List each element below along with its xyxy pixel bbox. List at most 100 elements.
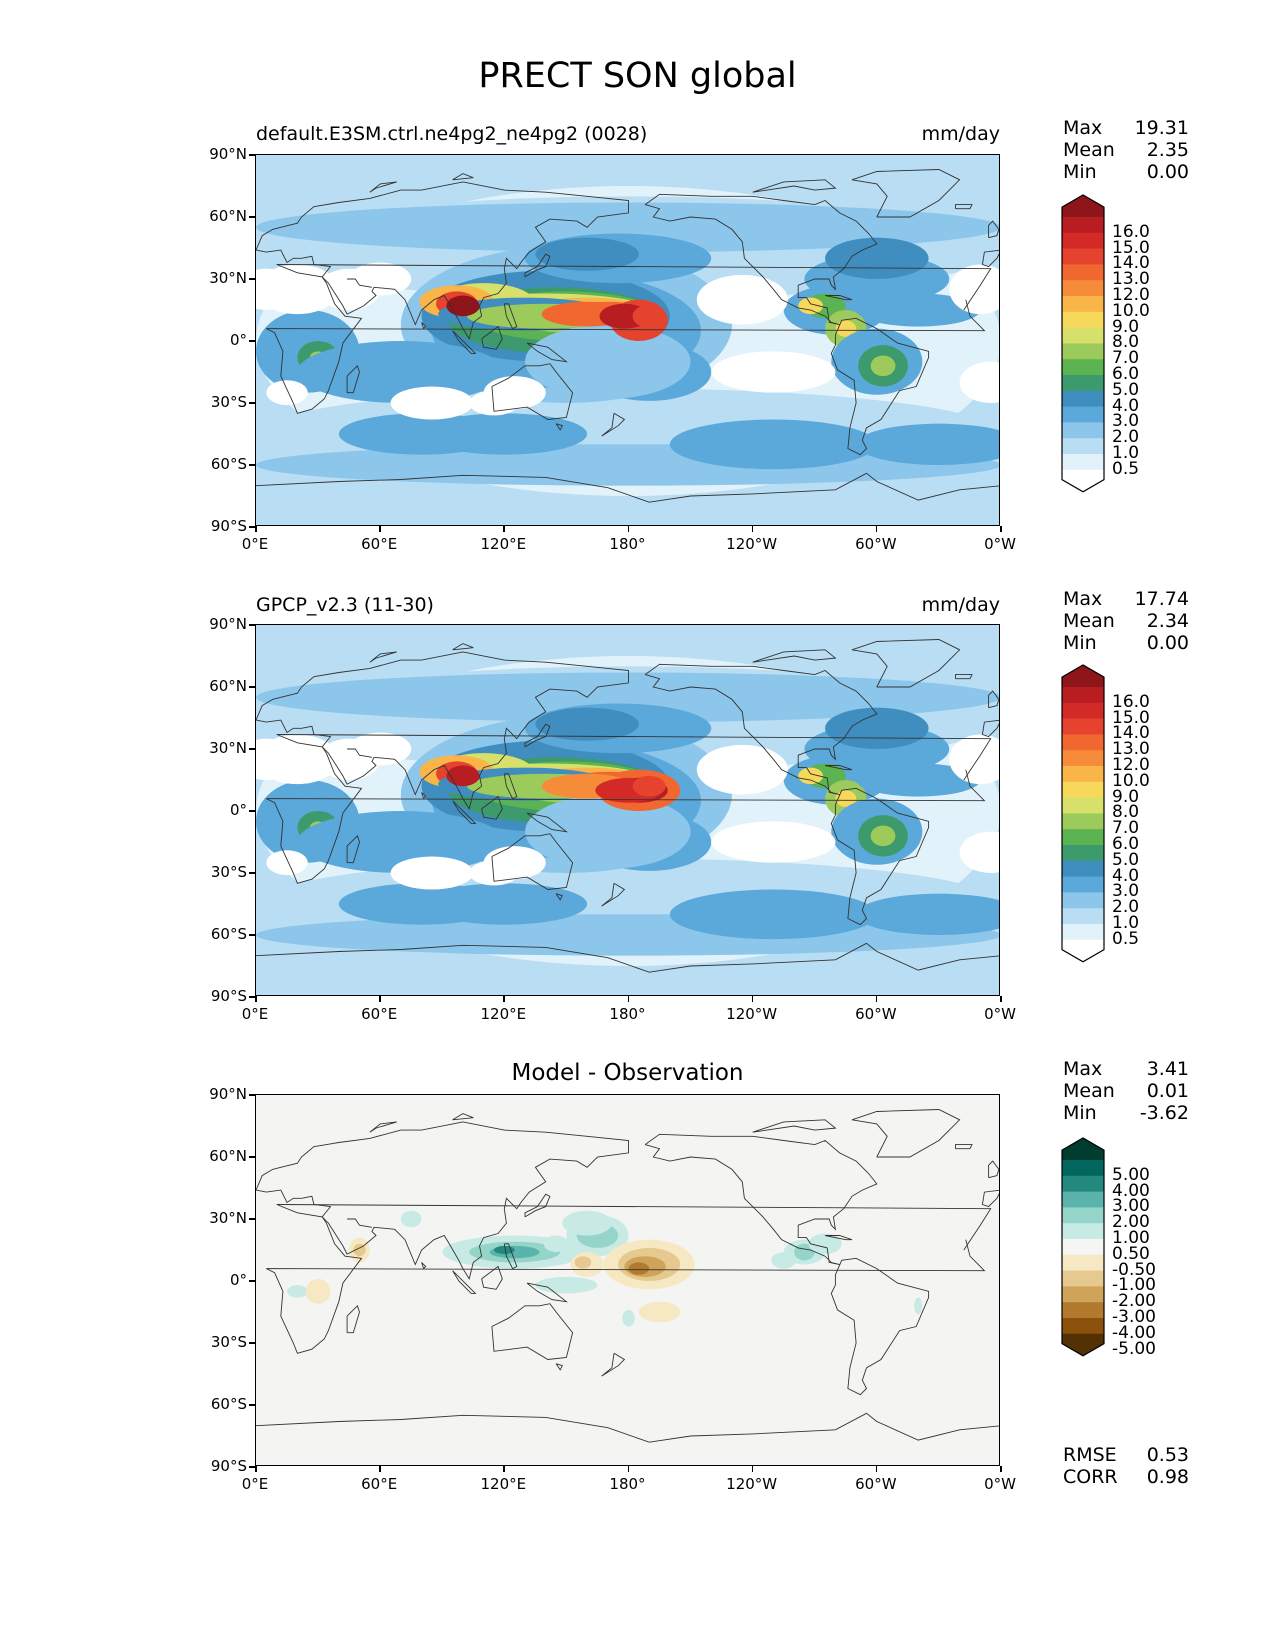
coastline (452, 1113, 474, 1121)
dry-zone (949, 264, 999, 315)
coastline (752, 1119, 837, 1133)
lon-tick (1000, 526, 1002, 532)
colorbar-swatch (1062, 1318, 1104, 1335)
precip-contour (856, 893, 999, 935)
stat-min: 0.00 (1146, 632, 1189, 654)
colorbar-level-label: 12.0 (1112, 285, 1150, 305)
lat-tick (249, 1218, 255, 1220)
lon-tick-label: 0°W (984, 535, 1016, 553)
colorbar-level-label: 15.0 (1112, 237, 1150, 258)
dry-zone (266, 380, 308, 406)
diff-contour (287, 1285, 308, 1298)
colorbar-swatch (1062, 264, 1104, 281)
lon-tick-label: 180° (609, 1475, 646, 1493)
coastline (347, 748, 372, 758)
precip-core (632, 775, 666, 797)
colorbar-swatch (1062, 406, 1104, 423)
lat-tick-label: 90°S (210, 987, 247, 1005)
coastline (491, 833, 574, 890)
lon-tick-label: 60°W (855, 1475, 897, 1493)
lat-tick-label: 30°S (210, 393, 247, 411)
lon-tick-label: 120°W (726, 535, 778, 553)
colorbar-outline (1061, 664, 1105, 963)
dry-zone (711, 821, 836, 863)
precip-field (256, 155, 999, 525)
colorbar-level-label: 0.5 (1112, 928, 1140, 949)
diff-contour (493, 1245, 515, 1255)
colorbar-swatch (1062, 781, 1104, 799)
coastline (256, 1121, 629, 1281)
colorbar-swatch (1062, 1302, 1104, 1319)
lat-tick (249, 748, 255, 750)
coastline (601, 882, 626, 907)
colorbar-level-label: 1.00 (1112, 1228, 1150, 1248)
stat-label: Min (1063, 161, 1097, 183)
lat-tick (249, 464, 255, 466)
precip-contour (835, 790, 857, 807)
colorbar-swatch (1062, 924, 1104, 941)
coastline (346, 834, 360, 864)
colorbar-swatch (1062, 390, 1104, 408)
lon-tick-label: 120°W (726, 1005, 778, 1023)
colorbar-swatch (1062, 248, 1104, 265)
diff-contour (628, 1262, 650, 1275)
colorbar-level-label: 16.0 (1112, 691, 1150, 712)
dry-zone (959, 361, 999, 403)
precip-contour (870, 825, 896, 847)
lon-tick (255, 996, 257, 1002)
dry-zone (469, 860, 519, 886)
lon-tick (875, 1466, 878, 1472)
precip-colorbar-svg (1061, 664, 1105, 963)
precip-contour (825, 707, 929, 749)
lat-tick (249, 1156, 255, 1158)
colorbar-level-label: -5.00 (1112, 1338, 1156, 1359)
coastline (452, 173, 474, 181)
colorbar-level-label: 12.0 (1112, 755, 1150, 775)
coastline (266, 1204, 992, 1354)
colorbar-level-label: -4.00 (1112, 1322, 1156, 1343)
precip-core (632, 305, 658, 327)
rmse-label: RMSE (1063, 1444, 1117, 1466)
colorbar-swatch (1062, 750, 1104, 767)
stat-label: Mean (1063, 139, 1115, 161)
dry-zone (390, 386, 474, 420)
lat-tick (249, 1404, 255, 1406)
colorbar-swatch (1062, 375, 1104, 392)
colorbar-swatch (1062, 813, 1104, 830)
lat-tick-label: 30°N (209, 1209, 247, 1227)
colorbar-level-label: 15.0 (1112, 707, 1150, 728)
lon-tick-label: 60°E (361, 1005, 398, 1023)
dry-zone (256, 738, 298, 780)
colorbar-swatch (1062, 1175, 1104, 1193)
coastline (555, 1363, 563, 1371)
stat-mean: 0.01 (1146, 1080, 1189, 1102)
colorbar-swatch (1062, 311, 1104, 329)
lat-tick (249, 934, 255, 936)
lon-tick-label: 60°W (855, 535, 897, 553)
lat-tick-label: 60°S (210, 925, 247, 943)
colorbar-swatch (1062, 829, 1104, 846)
panel2-stats: Max 17.74 Mean 2.34 Min 0.00 (1063, 588, 1189, 654)
precip-colorbar-svg (1061, 194, 1105, 493)
lat-tick-label: 0° (229, 1271, 247, 1289)
colorbar-level-label: 5.00 (1112, 1164, 1150, 1185)
precip-field (256, 625, 999, 995)
coastline (955, 204, 973, 210)
colorbar-swatch (1062, 1191, 1104, 1208)
stat-min: 0.00 (1146, 161, 1189, 183)
lon-tick-label: 120°E (480, 1005, 527, 1023)
observation-map (255, 624, 1000, 996)
colorbar-swatch (1062, 343, 1104, 360)
colorbar-swatch (1062, 1239, 1104, 1256)
colorbar-swatch (1062, 734, 1104, 751)
coastline (524, 1193, 551, 1218)
precip-contour (825, 237, 929, 279)
lon-tick-label: 180° (609, 1005, 646, 1023)
lon-tick-label: 0°W (984, 1005, 1016, 1023)
diff-colorbar-svg (1061, 1137, 1105, 1357)
colorbar-level-label: 5.0 (1112, 849, 1140, 870)
lon-tick-label: 0°E (241, 535, 269, 553)
colorbar-swatch (1062, 232, 1104, 250)
diff-contour (808, 1233, 842, 1255)
colorbar-level-label: 4.00 (1112, 1180, 1150, 1201)
